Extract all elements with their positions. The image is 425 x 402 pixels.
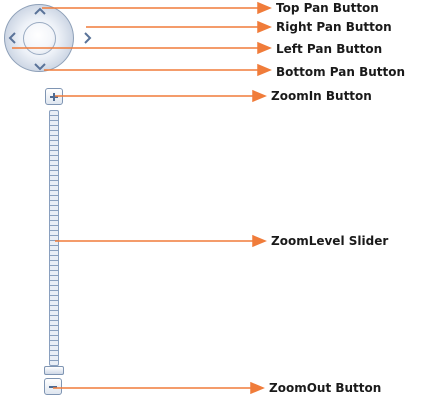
plus-icon <box>50 92 58 101</box>
label-zoom-level-slider: ZoomLevel Slider <box>271 234 389 248</box>
arrowhead-top-pan <box>257 1 272 15</box>
arrowhead-right-pan <box>257 20 272 34</box>
minus-icon <box>49 385 57 388</box>
label-zoom-in-button: ZoomIn Button <box>271 89 372 103</box>
zoom-out-button[interactable] <box>44 378 62 395</box>
label-top-pan-button: Top Pan Button <box>276 1 379 15</box>
label-right-pan-button: Right Pan Button <box>276 20 392 34</box>
chevron-down-icon <box>34 63 46 71</box>
arrowhead-zoom-in <box>252 89 267 103</box>
label-left-pan-button: Left Pan Button <box>276 42 383 56</box>
arrowhead-zoom-slider <box>252 234 267 248</box>
chevron-left-icon <box>8 32 16 44</box>
arrowhead-left-pan <box>257 41 272 55</box>
bottom-pan-button[interactable] <box>33 60 47 74</box>
label-bottom-pan-button: Bottom Pan Button <box>276 65 406 79</box>
zoom-level-slider-track[interactable] <box>49 110 59 366</box>
right-pan-button[interactable] <box>81 31 95 45</box>
arrowhead-bottom-pan <box>257 63 272 77</box>
top-pan-button[interactable] <box>33 4 47 18</box>
chevron-right-icon <box>84 32 92 44</box>
zoom-in-button[interactable] <box>45 88 63 105</box>
label-zoom-out-button: ZoomOut Button <box>269 381 382 395</box>
pan-center <box>23 22 56 55</box>
zoom-level-slider-thumb[interactable] <box>44 366 64 375</box>
chevron-up-icon <box>34 7 46 15</box>
left-pan-button[interactable] <box>5 31 19 45</box>
arrowhead-zoom-out <box>250 381 265 395</box>
